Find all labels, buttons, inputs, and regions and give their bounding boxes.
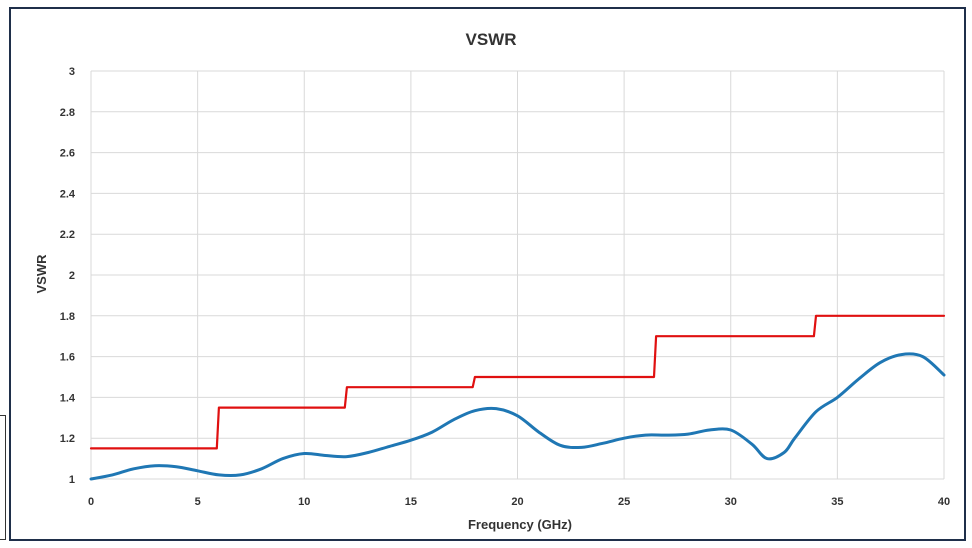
y-tick-label: 2.6: [60, 148, 75, 160]
x-tick-label: 5: [195, 496, 201, 508]
y-tick-label: 2.4: [60, 188, 76, 200]
y-tick-label: 1.2: [60, 433, 75, 445]
x-tick-label: 35: [831, 496, 843, 508]
y-tick-label: 1.8: [60, 311, 75, 323]
chart-title: VSWR: [466, 30, 517, 49]
chart-frame: VSWR 1 1.2 1.4 1.6 1.8 2 2.2 2.4 2.6 2.8 3 0 5 10 15 2…: [9, 7, 966, 541]
x-tick-label: 0: [88, 496, 94, 508]
y-tick-label: 1.4: [60, 392, 76, 404]
chart-background: [11, 9, 964, 539]
x-tick-label: 20: [511, 496, 523, 508]
x-tick-label: 25: [618, 496, 630, 508]
y-tick-label: 1.6: [60, 352, 75, 364]
x-tick-labels: 0 5 10 15 20 25 30 35 40: [88, 496, 950, 508]
y-axis-label: VSWR: [34, 254, 49, 294]
x-tick-label: 10: [298, 496, 310, 508]
gridlines: [90, 70, 945, 480]
y-tick-label: 2.8: [60, 107, 75, 119]
x-tick-label: 30: [725, 496, 737, 508]
x-tick-label: 40: [938, 496, 950, 508]
vswr-measured-line: [89, 352, 946, 481]
x-axis-label: Frequency (GHz): [468, 517, 572, 532]
y-tick-label: 1: [69, 474, 75, 486]
y-tick-label: 2.2: [60, 229, 75, 241]
x-tick-label: 15: [405, 496, 417, 508]
edge-decoration: [0, 415, 6, 540]
vswr-chart: VSWR 1 1.2 1.4 1.6 1.8 2 2.2 2.4 2.6 2.8 3 0 5 10 15 2…: [11, 9, 964, 539]
y-tick-label: 3: [69, 66, 75, 78]
y-tick-labels: 1 1.2 1.4 1.6 1.8 2 2.2 2.4 2.6 2.8 3: [60, 66, 76, 486]
limit-step-line: [89, 314, 946, 450]
series-lines: [89, 314, 946, 481]
y-tick-label: 2: [69, 270, 75, 282]
